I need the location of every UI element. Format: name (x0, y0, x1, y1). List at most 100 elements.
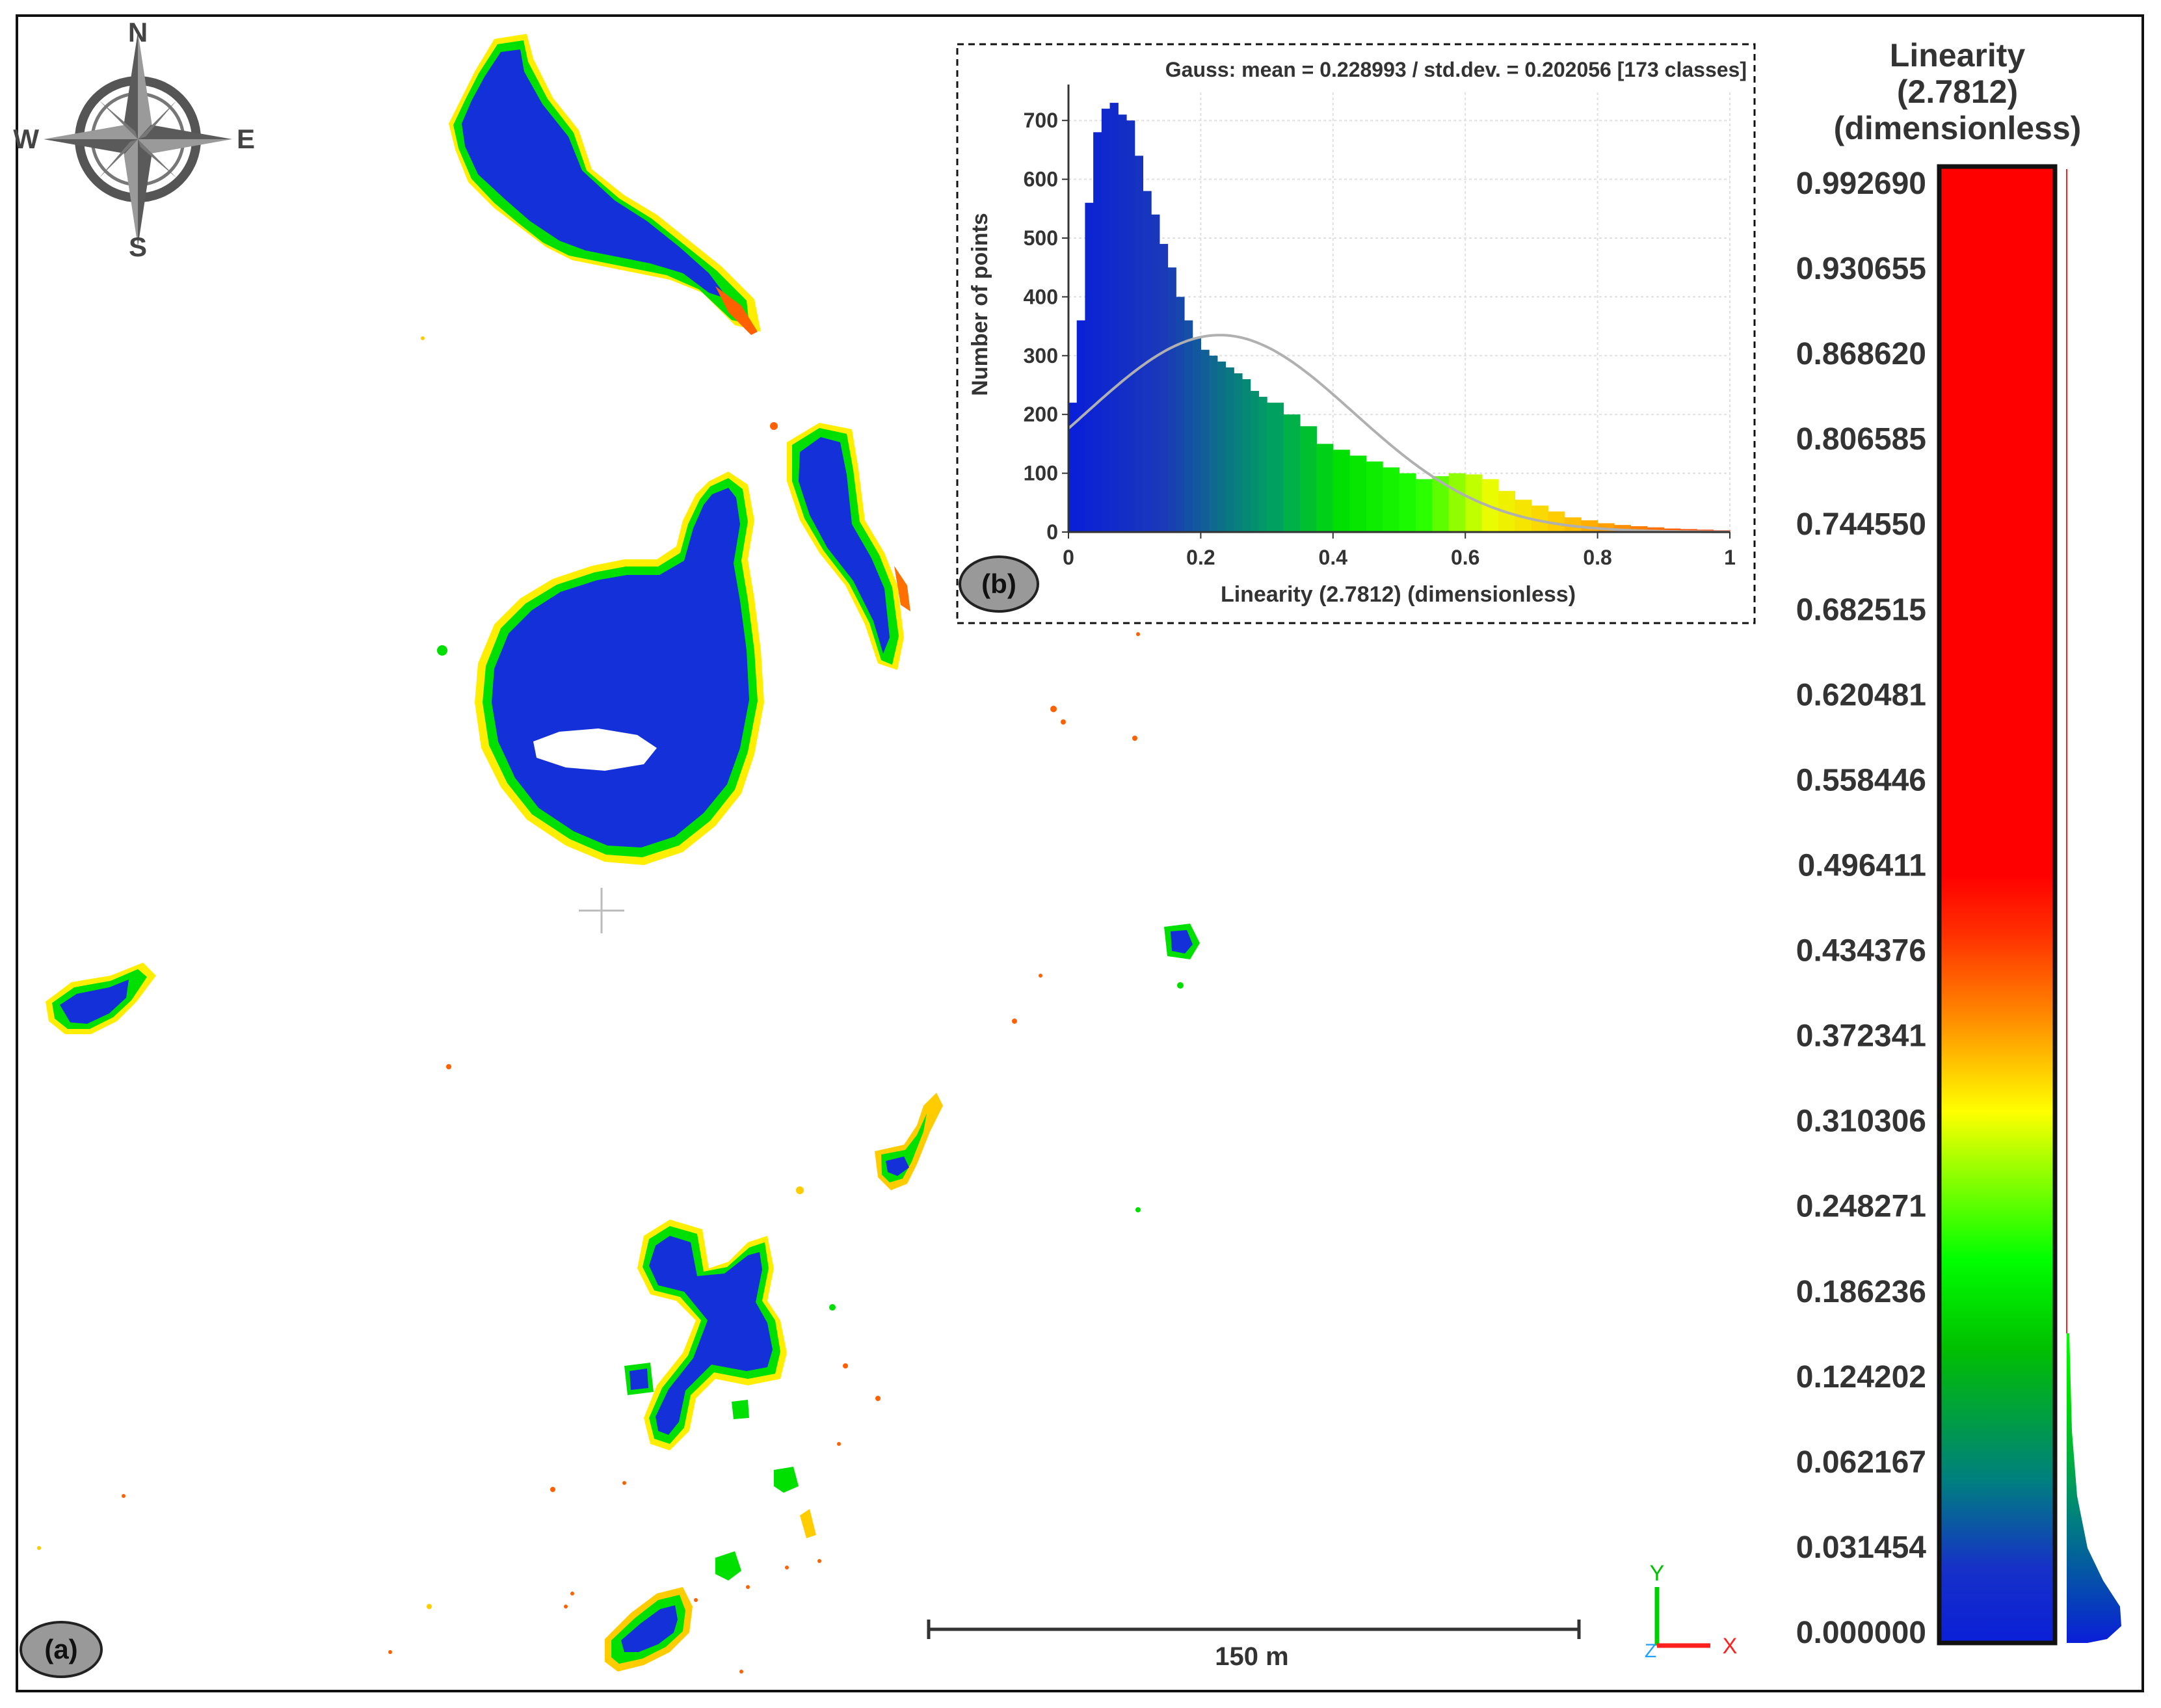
colorbar-tick-label: 0.744550 (1796, 507, 1926, 542)
chart-y-tick-label: 0 (1046, 520, 1058, 544)
chart-y-ticks: 0 100 200 300 400 500 600 700 (1024, 109, 1058, 544)
histogram-bar (1126, 120, 1135, 532)
panel-a-badge: (a) (20, 1621, 103, 1678)
histogram-bar (1383, 467, 1400, 532)
island-central-ring (475, 472, 764, 865)
colorbar-side-histogram (2066, 169, 2121, 1643)
chart-y-tick-label: 400 (1024, 285, 1058, 308)
histogram-bar (1448, 473, 1466, 532)
colorbar-tick-label: 0.124202 (1796, 1360, 1926, 1394)
colorbar-tick-label: 0.062167 (1796, 1445, 1926, 1480)
colorbar-title-line-2: (2.7812) (1897, 73, 2018, 110)
panel-b-badge: (b) (959, 555, 1039, 613)
colorbar-tick-label: 0.558446 (1796, 763, 1926, 797)
colorbar-tick-label: 0.992690 (1796, 167, 1926, 201)
compass-label-east: E (237, 124, 255, 154)
chart-bars (1068, 103, 1730, 532)
colorbar: Linearity (2.7812) (dimensionless) 0.992… (1796, 37, 2121, 1650)
histogram-bar (1299, 426, 1317, 532)
chart-y-tick-label: 300 (1024, 344, 1058, 367)
chart-x-tick-label: 0.2 (1186, 546, 1215, 569)
chart-x-tick-label: 0.4 (1319, 546, 1348, 569)
axis-x-label: X (1723, 1634, 1738, 1659)
histogram-bar (1101, 109, 1111, 532)
chart-y-tick-label: 500 (1024, 226, 1058, 250)
histogram-bar (1192, 338, 1201, 532)
axis-z-label: Z (1645, 1640, 1656, 1662)
chart-y-label: Number of points (968, 213, 992, 395)
histogram-bar (1225, 367, 1234, 532)
center-crosshair (579, 888, 624, 933)
compass-label-west: W (13, 124, 39, 154)
chart-y-tick-label: 200 (1024, 403, 1058, 426)
histogram-bar (1093, 132, 1102, 532)
chart-y-tick-label: 700 (1024, 109, 1058, 132)
axes-gizmo: Y X Z (1645, 1561, 1738, 1662)
histogram-bar (1332, 449, 1350, 532)
scale-bar: 150 m (927, 1620, 1581, 1671)
point-cloud-map (37, 34, 1200, 1674)
histogram-bar (1200, 349, 1210, 532)
gauss-curve (1067, 334, 1730, 533)
colorbar-tick-label: 0.310306 (1796, 1104, 1926, 1139)
panel-b-label: (b) (981, 568, 1016, 599)
axis-y-label: Y (1650, 1561, 1665, 1586)
chart-y-tick-label: 600 (1024, 168, 1058, 191)
histogram-bar (1109, 103, 1119, 532)
histogram-bar (1118, 114, 1127, 532)
chart-x-label: Linearity (2.7812) (dimensionless) (1221, 582, 1576, 607)
histogram-bar (1399, 473, 1416, 532)
histogram-bar (1217, 361, 1226, 532)
compass-rose: N S E W (13, 17, 255, 262)
island-west-small (46, 963, 156, 1034)
histogram-bar (1267, 403, 1284, 532)
histogram-bar (1564, 517, 1582, 532)
histogram-bar (1316, 444, 1334, 532)
chart-x-tick-label: 1 (1724, 546, 1736, 569)
colorbar-ticks: 0.992690 0.930655 0.868620 0.806585 0.744550… (1796, 167, 1927, 1650)
chart-axes (1062, 85, 1730, 539)
histogram-bar (1209, 355, 1218, 532)
colorbar-tick-label: 0.186236 (1796, 1275, 1926, 1309)
chart-x-tick-label: 0.6 (1451, 546, 1479, 569)
colorbar-tick-label: 0.930655 (1796, 252, 1926, 286)
island-south-cross (624, 1220, 787, 1450)
colorbar-tick-label: 0.682515 (1796, 593, 1926, 627)
compass-north-arrow-icon (124, 32, 152, 139)
histogram-bar (1647, 527, 1664, 532)
histogram-bar (1076, 320, 1086, 532)
histogram-inset: Gauss: mean = 0.228993 / std.dev. = 0.20… (956, 43, 1756, 624)
histogram-bar (1283, 414, 1301, 532)
histogram-bar (1630, 526, 1648, 532)
histogram-bar (1176, 297, 1185, 532)
colorbar-tick-label: 0.372341 (1796, 1019, 1926, 1054)
histogram-bar (1184, 320, 1193, 532)
chart-title: Gauss: mean = 0.228993 / std.dev. = 0.20… (1165, 58, 1747, 81)
island-east-tiny (875, 924, 1200, 1190)
histogram-bar (1234, 373, 1243, 532)
colorbar-tick-label: 0.806585 (1796, 422, 1926, 457)
histogram-bar (1258, 397, 1267, 532)
histogram-bar (1167, 267, 1176, 532)
colorbar-gradient (1937, 164, 2058, 1646)
histogram-bar (1241, 379, 1251, 532)
figure-frame (16, 14, 2144, 1692)
histogram-bar (1366, 461, 1383, 532)
histogram-bar (1134, 155, 1144, 532)
histogram-bar (1349, 455, 1367, 532)
island-south-small (605, 1467, 816, 1672)
chart-x-tick-label: 0.8 (1583, 546, 1611, 569)
histogram-bar (1068, 403, 1078, 532)
histogram-bar (1614, 525, 1632, 532)
compass-label-south: S (129, 232, 147, 262)
chart-y-tick-label: 100 (1024, 462, 1058, 485)
colorbar-title-line-3: (dimensionless) (1834, 110, 2082, 146)
chart-x-tick-label: 0 (1063, 546, 1074, 569)
colorbar-tick-label: 0.434376 (1796, 934, 1926, 968)
compass-label-north: N (128, 17, 148, 47)
chart-x-ticks: 0 0.2 0.4 0.6 0.8 1 (1063, 546, 1736, 569)
histogram-bar (1250, 391, 1259, 532)
colorbar-title-line-1: Linearity (1890, 37, 2026, 73)
colorbar-tick-label: 0.031454 (1796, 1530, 1927, 1565)
